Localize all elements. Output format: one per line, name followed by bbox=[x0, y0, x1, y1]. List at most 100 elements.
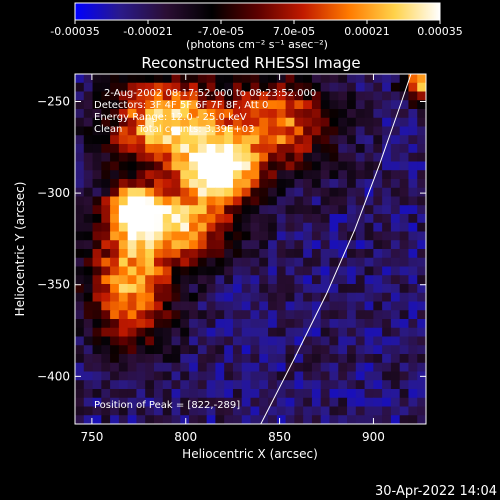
image-pixel bbox=[408, 380, 418, 390]
image-pixel bbox=[417, 135, 426, 145]
image-pixel bbox=[145, 319, 155, 329]
image-pixel bbox=[127, 354, 138, 364]
image-pixel bbox=[101, 319, 111, 329]
image-pixel bbox=[285, 257, 295, 268]
image-pixel bbox=[197, 336, 208, 346]
image-pixel bbox=[153, 135, 164, 145]
image-pixel bbox=[303, 257, 313, 268]
image-pixel bbox=[206, 152, 217, 163]
image-pixel bbox=[232, 319, 243, 329]
image-pixel bbox=[276, 362, 287, 373]
colorbar-ticks: -0.00035 -0.00021 -7.0e-05 7.0e-05 0.00021 0.… bbox=[50, 20, 463, 38]
image-pixel bbox=[206, 74, 217, 84]
image-pixel bbox=[276, 275, 287, 285]
image-pixel bbox=[83, 240, 94, 250]
image-pixel bbox=[162, 266, 173, 276]
image-pixel bbox=[250, 327, 260, 338]
image-pixel bbox=[303, 152, 313, 163]
image-pixel bbox=[399, 126, 410, 136]
image-pixel bbox=[364, 240, 374, 250]
image-pixel bbox=[101, 292, 111, 303]
image-pixel bbox=[408, 319, 418, 329]
image-pixel bbox=[311, 187, 322, 198]
image-pixel bbox=[294, 82, 304, 93]
image-pixel bbox=[83, 327, 94, 338]
image-pixel bbox=[127, 292, 138, 303]
image-pixel bbox=[110, 231, 120, 241]
image-pixel bbox=[311, 257, 322, 268]
image-pixel bbox=[250, 292, 260, 303]
image-pixel bbox=[320, 406, 331, 416]
image-pixel bbox=[171, 109, 181, 119]
image-pixel bbox=[180, 371, 190, 381]
image-pixel bbox=[215, 257, 225, 268]
image-pixel bbox=[136, 415, 146, 424]
image-pixel bbox=[83, 74, 94, 84]
image-pixel bbox=[390, 310, 401, 320]
image-pixel bbox=[303, 135, 313, 145]
image-pixel bbox=[250, 231, 260, 241]
image-pixel bbox=[408, 205, 418, 215]
image-pixel bbox=[382, 362, 392, 373]
image-pixel bbox=[224, 117, 234, 128]
image-pixel bbox=[276, 310, 287, 320]
image-pixel bbox=[206, 117, 217, 128]
image-pixel bbox=[338, 292, 348, 303]
image-pixel bbox=[189, 170, 199, 180]
image-pixel bbox=[408, 126, 418, 136]
image-pixel bbox=[232, 179, 243, 189]
image-pixel bbox=[250, 187, 260, 198]
image-pixel bbox=[373, 214, 383, 224]
image-pixel bbox=[285, 109, 295, 119]
image-pixel bbox=[206, 336, 217, 346]
y-tick-label: −350 bbox=[37, 278, 70, 292]
image-pixel bbox=[399, 319, 410, 329]
image-pixel bbox=[136, 406, 146, 416]
image-pixel bbox=[189, 91, 199, 101]
image-pixel bbox=[206, 380, 217, 390]
y-tick-label: −250 bbox=[37, 94, 70, 108]
image-pixel bbox=[153, 231, 164, 241]
image-pixel bbox=[294, 170, 304, 180]
image-pixel bbox=[276, 240, 287, 250]
image-pixel bbox=[145, 301, 155, 311]
image-pixel bbox=[355, 397, 366, 408]
image-pixel bbox=[127, 275, 138, 285]
image-pixel bbox=[180, 231, 190, 241]
image-pixel bbox=[408, 144, 418, 154]
image-pixel bbox=[276, 222, 287, 233]
image-pixel bbox=[399, 336, 410, 346]
image-pixel bbox=[355, 406, 366, 416]
image-pixel bbox=[390, 345, 401, 355]
image-pixel bbox=[320, 275, 331, 285]
image-pixel bbox=[408, 345, 418, 355]
image-pixel bbox=[197, 222, 208, 233]
image-pixel bbox=[259, 327, 269, 338]
image-pixel bbox=[75, 196, 85, 206]
image-pixel bbox=[136, 362, 146, 373]
image-pixel bbox=[311, 135, 322, 145]
image-pixel bbox=[224, 205, 234, 215]
image-pixel bbox=[364, 292, 374, 303]
image-pixel bbox=[268, 205, 278, 215]
image-pixel bbox=[417, 380, 426, 390]
image-pixel bbox=[206, 310, 217, 320]
image-pixel bbox=[206, 144, 217, 154]
image-pixel bbox=[197, 231, 208, 241]
image-pixel bbox=[320, 100, 331, 110]
image-pixel bbox=[259, 371, 269, 381]
image-pixel bbox=[83, 292, 94, 303]
image-pixel bbox=[153, 170, 164, 180]
image-pixel bbox=[206, 222, 217, 233]
image-pixel bbox=[153, 257, 164, 268]
image-pixel bbox=[259, 91, 269, 101]
image-pixel bbox=[390, 187, 401, 198]
image-pixel bbox=[241, 100, 252, 110]
image-pixel bbox=[294, 161, 304, 171]
image-pixel bbox=[136, 170, 146, 180]
image-pixel bbox=[338, 161, 348, 171]
image-pixel bbox=[276, 152, 287, 163]
image-pixel bbox=[373, 196, 383, 206]
image-pixel bbox=[417, 415, 426, 424]
image-pixel bbox=[417, 152, 426, 163]
